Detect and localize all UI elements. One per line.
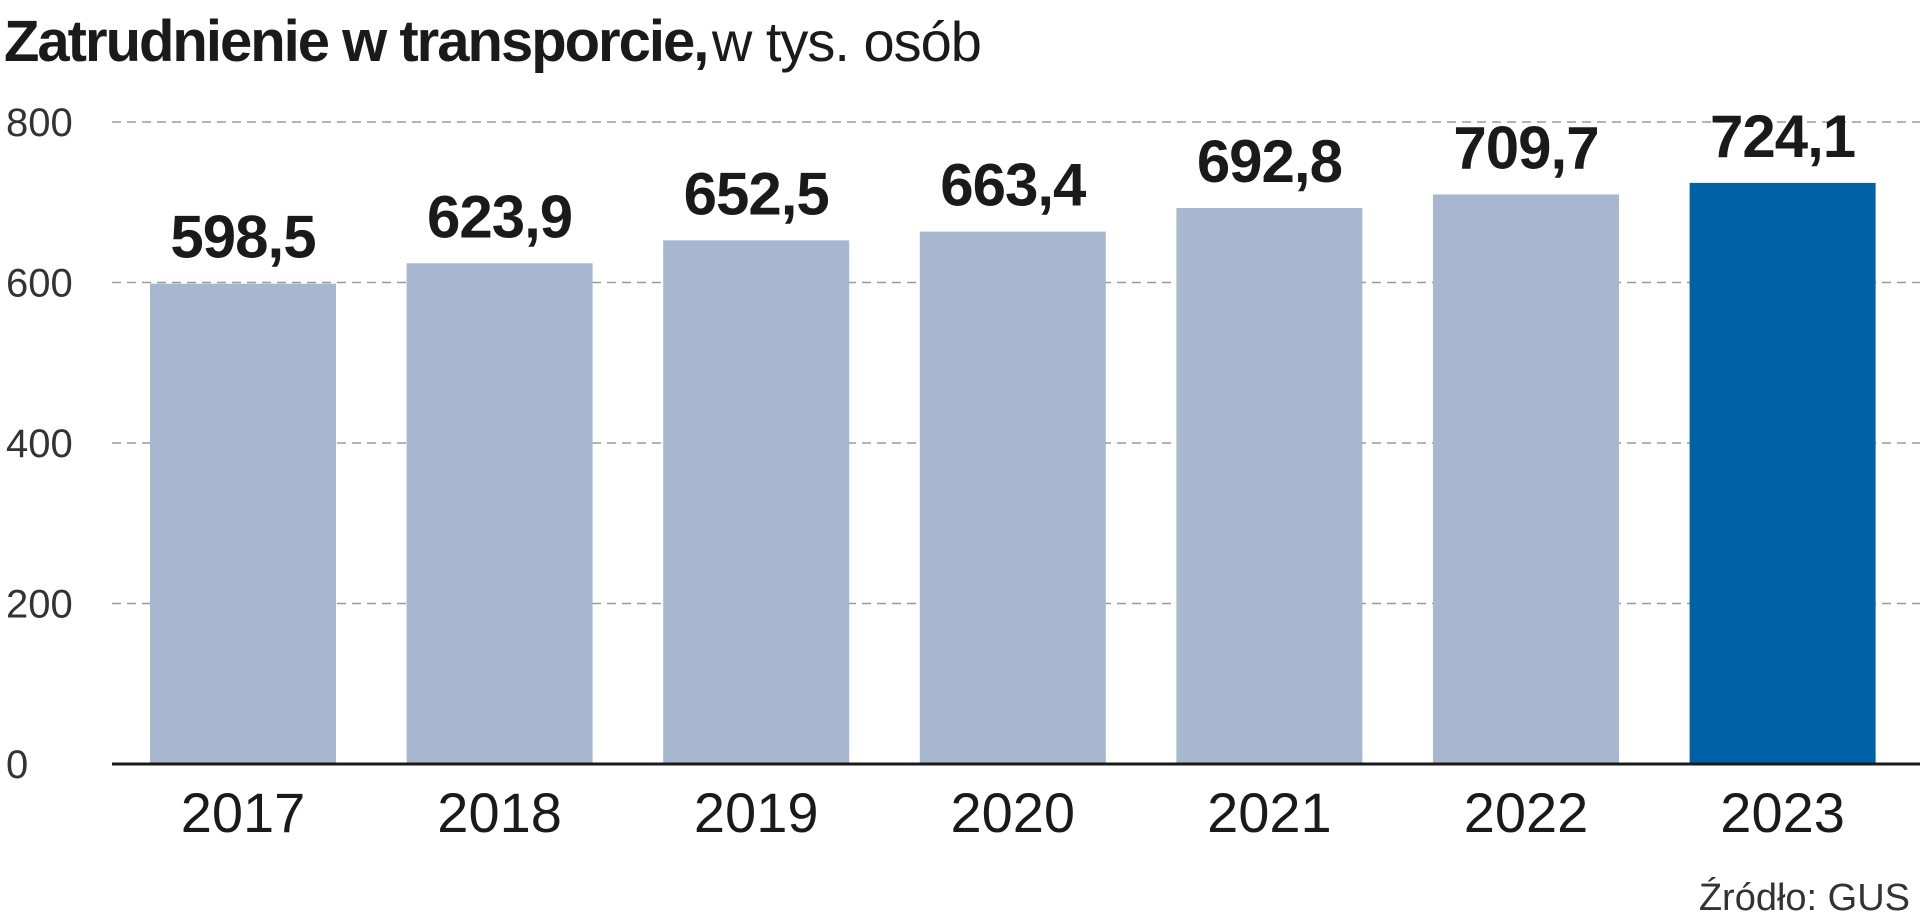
- x-tick-label-2022: 2022: [1464, 781, 1589, 844]
- value-label-2019: 652,5: [684, 160, 829, 227]
- bars-layer: [150, 182, 1876, 765]
- bar-2023: [1689, 182, 1876, 765]
- bar-2018: [406, 263, 593, 764]
- x-tick-label-2023: 2023: [1720, 781, 1845, 844]
- value-label-2020: 663,4: [940, 152, 1087, 219]
- y-tick-label-600: 600: [6, 262, 73, 306]
- x-tick-label-2017: 2017: [181, 781, 306, 844]
- value-label-2018: 623,9: [427, 183, 572, 250]
- x-tick-label-2019: 2019: [694, 781, 819, 844]
- value-label-2017: 598,5: [170, 204, 315, 271]
- value-label-2022: 709,7: [1453, 114, 1598, 181]
- value-label-2023: 724,1: [1710, 103, 1855, 170]
- bar-2019: [663, 240, 850, 764]
- bar-2020: [919, 231, 1106, 764]
- chart-title: Zatrudnienie w transporcie,: [4, 9, 709, 74]
- chart-subtitle: w tys. osób: [711, 10, 982, 73]
- source-note: Źródło: GUS: [1698, 877, 1910, 919]
- chart-title-block: Zatrudnienie w transporcie, w tys. osób: [4, 2, 982, 82]
- bar-2017: [150, 283, 336, 764]
- bar-2022: [1433, 194, 1619, 764]
- y-tick-label-800: 800: [6, 101, 73, 145]
- x-tick-label-2020: 2020: [951, 781, 1076, 844]
- axis-layer: 0 200 400 600 800: [6, 101, 1920, 787]
- y-tick-label-200: 200: [6, 583, 73, 627]
- y-tick-label-0: 0: [6, 743, 28, 787]
- labels-layer: 598,5 2017 623,9 2018 652,5 2019 663,4 2020 692,…: [170, 103, 1856, 844]
- value-label-2021: 692,8: [1197, 128, 1342, 195]
- x-tick-label-2021: 2021: [1207, 781, 1332, 844]
- bar-2021: [1176, 208, 1363, 764]
- y-tick-label-400: 400: [6, 422, 73, 466]
- x-tick-label-2018: 2018: [437, 781, 562, 844]
